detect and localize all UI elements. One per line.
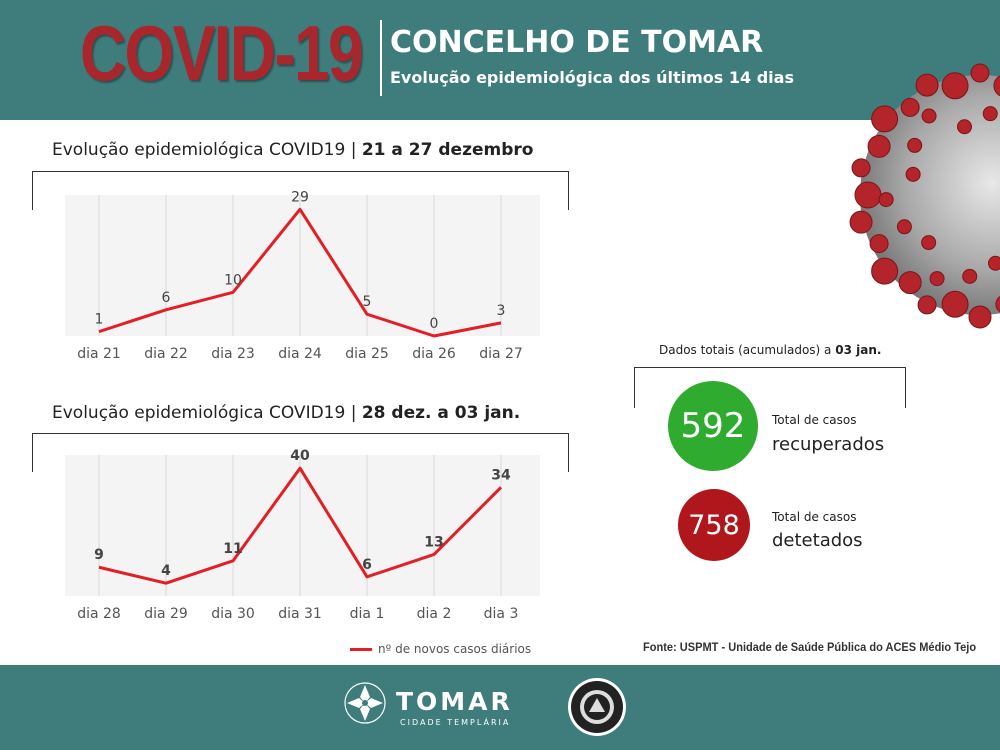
spike-protein bbox=[921, 235, 937, 251]
spike-protein bbox=[941, 290, 969, 318]
legend-label: nº de novos casos diários bbox=[378, 642, 532, 656]
spike-protein bbox=[929, 271, 945, 287]
plot-area bbox=[65, 195, 540, 336]
chart2-title: Evolução epidemiológica COVID19 | 28 dez… bbox=[52, 403, 521, 423]
data-label: 29 bbox=[291, 189, 309, 205]
x-tick-label: dia 3 bbox=[484, 606, 519, 622]
chart2-bracket bbox=[32, 433, 569, 472]
x-tick-label: dia 23 bbox=[211, 346, 255, 362]
data-label: 5 bbox=[363, 294, 372, 310]
spike-protein bbox=[869, 234, 889, 254]
spike-protein bbox=[851, 158, 871, 178]
spike-protein bbox=[898, 271, 922, 295]
x-tick-label: dia 31 bbox=[278, 606, 322, 622]
data-label: 34 bbox=[491, 467, 511, 483]
spike-protein bbox=[988, 255, 1000, 271]
recovered-value: 592 bbox=[680, 406, 746, 446]
data-label: 4 bbox=[161, 563, 171, 579]
header-title: CONCELHO DE TOMAR bbox=[390, 25, 764, 60]
spike-protein bbox=[896, 219, 912, 235]
x-tick-label: dia 1 bbox=[350, 606, 385, 622]
spike-protein bbox=[995, 296, 1000, 313]
detected-small-label: Total de casos bbox=[772, 510, 857, 524]
x-tick-label: dia 2 bbox=[417, 606, 452, 622]
header-banner: COVID-19 CONCELHO DE TOMAR Evolução epid… bbox=[0, 0, 1000, 120]
x-tick-label: dia 29 bbox=[144, 606, 188, 622]
x-tick-label: dia 25 bbox=[345, 346, 389, 362]
chart-legend: nº de novos casos diários bbox=[350, 642, 531, 656]
spike-protein bbox=[941, 72, 969, 100]
spike-protein bbox=[854, 181, 882, 209]
totals-bracket bbox=[634, 367, 906, 408]
data-label: 6 bbox=[362, 557, 372, 573]
spike-protein bbox=[905, 166, 921, 182]
x-tick-label: dia 22 bbox=[144, 346, 188, 362]
x-tick-label: dia 27 bbox=[479, 346, 523, 362]
tomar-logo-subtitle: CIDADE TEMPLÁRIA bbox=[400, 718, 511, 727]
chart1-bracket bbox=[32, 171, 569, 210]
chart1-title: Evolução epidemiológica COVID19 | 21 a 2… bbox=[52, 140, 534, 160]
detected-circle: 758 bbox=[678, 489, 750, 561]
series-line bbox=[98, 466, 503, 585]
templar-cross-icon bbox=[344, 682, 386, 724]
spike-protein bbox=[871, 105, 899, 133]
header-divider bbox=[380, 20, 382, 96]
chart2: dia 28 dia 29 dia 30 dia 31 dia 1 dia 2 dia 3 9… bbox=[65, 448, 540, 622]
detected-big-label: detetados bbox=[772, 530, 863, 551]
spike-protein bbox=[962, 268, 978, 284]
source-note: Fonte: USPMT - Unidade de Saúde Pública … bbox=[643, 640, 977, 654]
spike-protein bbox=[900, 97, 920, 117]
tomar-logo-text: TOMAR bbox=[396, 687, 513, 716]
spike-protein bbox=[921, 108, 937, 124]
data-label: 40 bbox=[290, 448, 310, 464]
spike-protein bbox=[871, 257, 899, 285]
spike-protein bbox=[867, 134, 891, 158]
x-tick-label: dia 28 bbox=[77, 606, 121, 622]
spike-protein bbox=[993, 75, 1000, 97]
recovered-circle: 592 bbox=[668, 381, 758, 471]
data-label: 6 bbox=[162, 290, 171, 306]
covid-title: COVID-19 bbox=[80, 9, 364, 97]
data-label: 9 bbox=[94, 547, 104, 563]
spike-protein bbox=[907, 137, 923, 153]
spike-protein bbox=[915, 73, 939, 97]
x-tick-label: dia 26 bbox=[412, 346, 456, 362]
chart1: dia 21 dia 22 dia 23 dia 24 dia 25 dia 26 dia … bbox=[65, 189, 540, 362]
spike-protein bbox=[878, 192, 894, 208]
x-tick-label: dia 21 bbox=[77, 346, 121, 362]
data-label: 11 bbox=[223, 541, 242, 557]
data-label: 10 bbox=[224, 272, 242, 288]
data-label: 13 bbox=[424, 534, 443, 550]
data-label: 1 bbox=[95, 312, 104, 328]
coronavirus-icon bbox=[849, 63, 1000, 329]
protecao-civil-icon bbox=[568, 678, 626, 736]
spike-protein bbox=[968, 305, 992, 329]
series-line bbox=[98, 207, 502, 338]
spike-protein bbox=[956, 119, 972, 135]
x-tick-label: dia 30 bbox=[211, 606, 255, 622]
spike-protein bbox=[849, 210, 873, 234]
spike-protein bbox=[982, 106, 998, 122]
spike-protein bbox=[970, 63, 990, 83]
footer-banner bbox=[0, 665, 1000, 750]
detected-value: 758 bbox=[688, 509, 740, 541]
header-subtitle: Evolução epidemiológica dos últimos 14 d… bbox=[390, 68, 794, 87]
recovered-small-label: Total de casos bbox=[772, 413, 857, 427]
data-label: 0 bbox=[430, 316, 439, 332]
totals-title: Dados totais (acumulados) a 03 jan. bbox=[659, 343, 882, 357]
recovered-big-label: recuperados bbox=[772, 434, 885, 455]
legend-line-swatch bbox=[350, 647, 372, 651]
data-label: 3 bbox=[497, 303, 506, 319]
spike-protein bbox=[917, 295, 937, 315]
x-tick-label: dia 24 bbox=[278, 346, 322, 362]
